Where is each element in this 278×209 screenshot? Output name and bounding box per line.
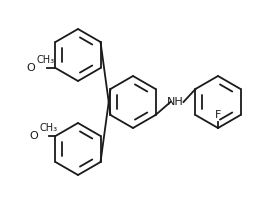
- Text: NH: NH: [167, 97, 184, 107]
- Text: O: O: [27, 63, 36, 73]
- Text: O: O: [30, 131, 38, 141]
- Text: F: F: [215, 110, 221, 120]
- Text: CH₃: CH₃: [36, 55, 54, 65]
- Text: CH₃: CH₃: [39, 123, 58, 133]
